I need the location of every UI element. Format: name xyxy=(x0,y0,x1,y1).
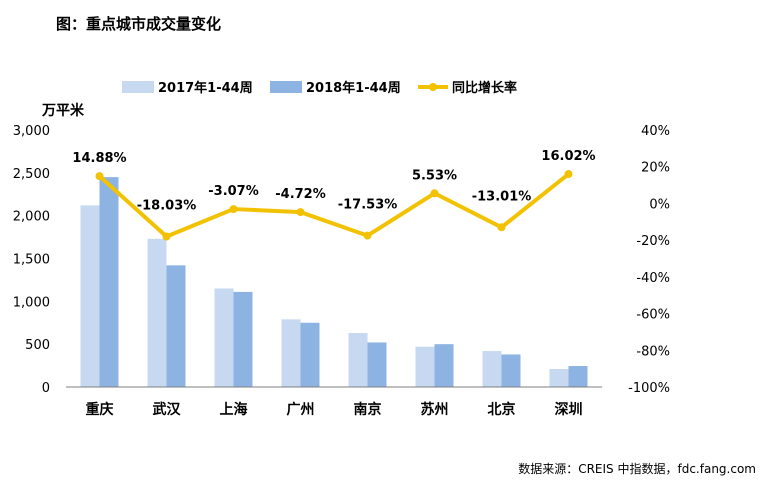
bar-2017 xyxy=(348,333,368,387)
x-tick-label: 南京 xyxy=(354,401,382,418)
x-tick-label: 武汉 xyxy=(153,401,182,418)
growth-point xyxy=(497,223,506,232)
left-tick-label: 2,500 xyxy=(13,167,50,182)
legend-swatch-2018 xyxy=(270,81,302,93)
x-tick-label: 重庆 xyxy=(86,401,114,418)
growth-point xyxy=(229,205,238,214)
page-title: 图：重点城市成交量变化 xyxy=(56,15,221,33)
x-tick-label: 北京 xyxy=(488,401,516,418)
left-tick-label: 1,500 xyxy=(13,253,50,268)
growth-data-label: 16.02% xyxy=(541,149,595,164)
growth-data-label: 14.88% xyxy=(72,151,126,166)
x-tick-label: 深圳 xyxy=(555,401,583,418)
legend: 2017年1-44周 2018年1-44周 同比增长率 xyxy=(122,80,517,96)
right-tick-label: -100% xyxy=(628,381,670,396)
growth-data-labels: 14.88% -18.03% -3.07% -4.72% -17.53% 5.53% -13… xyxy=(72,149,595,214)
bar-2018 xyxy=(99,177,119,387)
bar-2018 xyxy=(501,354,521,387)
x-tick-label: 上海 xyxy=(220,401,248,418)
left-tick-label: 3,000 xyxy=(13,124,50,139)
bar-2018 xyxy=(434,344,454,387)
legend-label-growth: 同比增长率 xyxy=(452,80,517,96)
growth-data-label: -17.53% xyxy=(338,198,398,213)
growth-data-label: -4.72% xyxy=(275,187,326,202)
right-tick-label: 0% xyxy=(649,197,670,212)
growth-data-label: 5.53% xyxy=(412,168,457,183)
source-note: 数据来源：CREIS 中指数据，fdc.fang.com xyxy=(518,461,756,476)
growth-data-label: -18.03% xyxy=(137,199,197,214)
right-tick-label: -60% xyxy=(636,308,670,323)
growth-point xyxy=(363,231,372,240)
right-tick-label: 20% xyxy=(641,161,670,176)
bar-2018 xyxy=(233,291,253,387)
right-tick-label: -40% xyxy=(636,271,670,286)
x-tick-label: 广州 xyxy=(287,401,315,418)
x-axis-labels: 重庆 武汉 上海 广州 南京 苏州 北京 深圳 xyxy=(86,401,583,418)
bar-2018 xyxy=(367,342,387,387)
bar-2017 xyxy=(415,346,435,387)
left-tick-label: 500 xyxy=(25,338,50,353)
right-tick-label: 40% xyxy=(641,124,670,139)
growth-point xyxy=(95,172,104,181)
right-axis: -100% -80% -60% -40% -20% 0% 20% 40% xyxy=(628,124,670,396)
growth-point xyxy=(430,189,439,198)
growth-line xyxy=(95,170,573,241)
bar-2017 xyxy=(214,288,234,387)
right-tick-label: -20% xyxy=(636,234,670,249)
left-axis: 0 500 1,000 1,500 2,000 2,500 3,000 xyxy=(13,124,50,396)
bar-2018 xyxy=(300,322,320,387)
legend-label-2018: 2018年1-44周 xyxy=(306,80,401,96)
bar-2017 xyxy=(482,351,502,387)
left-axis-unit: 万平米 xyxy=(41,102,85,119)
right-tick-label: -80% xyxy=(636,344,670,359)
bars xyxy=(80,177,588,387)
bar-2017 xyxy=(549,369,569,387)
growth-point xyxy=(162,232,171,241)
bar-2017 xyxy=(80,205,100,387)
growth-point xyxy=(564,170,573,179)
bar-2017 xyxy=(281,319,301,387)
bar-2018 xyxy=(166,265,186,387)
growth-point xyxy=(296,208,305,217)
bar-2018 xyxy=(568,366,588,387)
bar-2017 xyxy=(147,238,167,387)
growth-line-path xyxy=(98,172,570,239)
legend-marker-growth xyxy=(429,83,437,91)
growth-data-label: -3.07% xyxy=(208,184,259,199)
legend-swatch-2017 xyxy=(122,81,154,93)
legend-label-2017: 2017年1-44周 xyxy=(158,80,253,96)
left-tick-label: 0 xyxy=(42,381,50,396)
x-tick-label: 苏州 xyxy=(421,401,449,418)
left-tick-label: 1,000 xyxy=(13,295,50,310)
growth-data-label: -13.01% xyxy=(472,189,532,204)
left-tick-label: 2,000 xyxy=(13,210,50,225)
